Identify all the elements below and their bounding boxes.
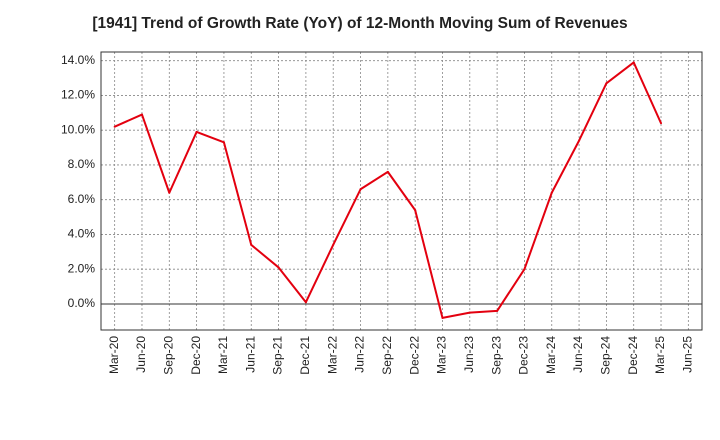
y-tick-label: 8.0%	[68, 157, 96, 171]
x-tick-label: Dec-22	[407, 336, 421, 375]
x-tick-label: Dec-21	[298, 336, 312, 375]
x-tick-label: Sep-21	[271, 336, 285, 375]
y-tick-label: 6.0%	[68, 192, 96, 206]
y-tick-label: 0.0%	[68, 296, 96, 310]
x-tick-label: Mar-23	[435, 336, 449, 374]
data-point	[660, 122, 663, 125]
data-point	[168, 191, 171, 194]
y-tick-label: 4.0%	[68, 227, 96, 241]
data-point	[605, 82, 608, 85]
x-tick-label: Jun-25	[681, 336, 695, 373]
data-point	[523, 268, 526, 271]
data-point	[578, 139, 581, 142]
x-tick-label: Sep-20	[161, 336, 175, 375]
chart-title: [1941] Trend of Growth Rate (YoY) of 12-…	[92, 15, 628, 32]
data-point	[277, 266, 280, 269]
data-point	[441, 316, 444, 319]
data-point	[550, 191, 553, 194]
x-tick-label: Dec-24	[626, 336, 640, 375]
data-point	[304, 301, 307, 304]
data-point	[113, 125, 116, 128]
x-tick-label: Jun-22	[353, 336, 367, 373]
x-tick-label: Sep-24	[599, 336, 613, 375]
y-tick-label: 12.0%	[61, 88, 95, 102]
x-tick-label: Sep-22	[380, 336, 394, 375]
x-tick-label: Jun-21	[243, 336, 257, 373]
x-tick-label: Jun-24	[571, 336, 585, 373]
x-tick-label: Mar-24	[544, 336, 558, 374]
plot-frame	[100, 51, 703, 331]
y-tick-label: 10.0%	[61, 122, 95, 136]
x-tick-label: Mar-25	[653, 336, 667, 374]
y-tick-label: 14.0%	[61, 53, 95, 67]
data-point	[414, 209, 417, 212]
data-point	[250, 243, 253, 246]
x-tick-label: Mar-20	[107, 336, 121, 374]
x-tick-label: Jun-23	[462, 336, 476, 373]
x-tick-label: Mar-22	[325, 336, 339, 374]
data-point	[222, 141, 225, 144]
x-tick-label: Jun-20	[134, 336, 148, 373]
data-point	[195, 130, 198, 133]
x-tick-label: Dec-23	[517, 336, 531, 375]
data-point	[632, 61, 635, 64]
x-tick-label: Mar-21	[216, 336, 230, 374]
y-tick-label: 2.0%	[68, 261, 96, 275]
data-point	[332, 243, 335, 246]
data-point	[140, 113, 143, 116]
data-point	[386, 170, 389, 173]
data-point	[468, 311, 471, 314]
data-point	[496, 309, 499, 312]
x-tick-label: Dec-20	[189, 336, 203, 375]
x-tick-label: Sep-23	[489, 336, 503, 375]
data-point	[359, 188, 362, 191]
